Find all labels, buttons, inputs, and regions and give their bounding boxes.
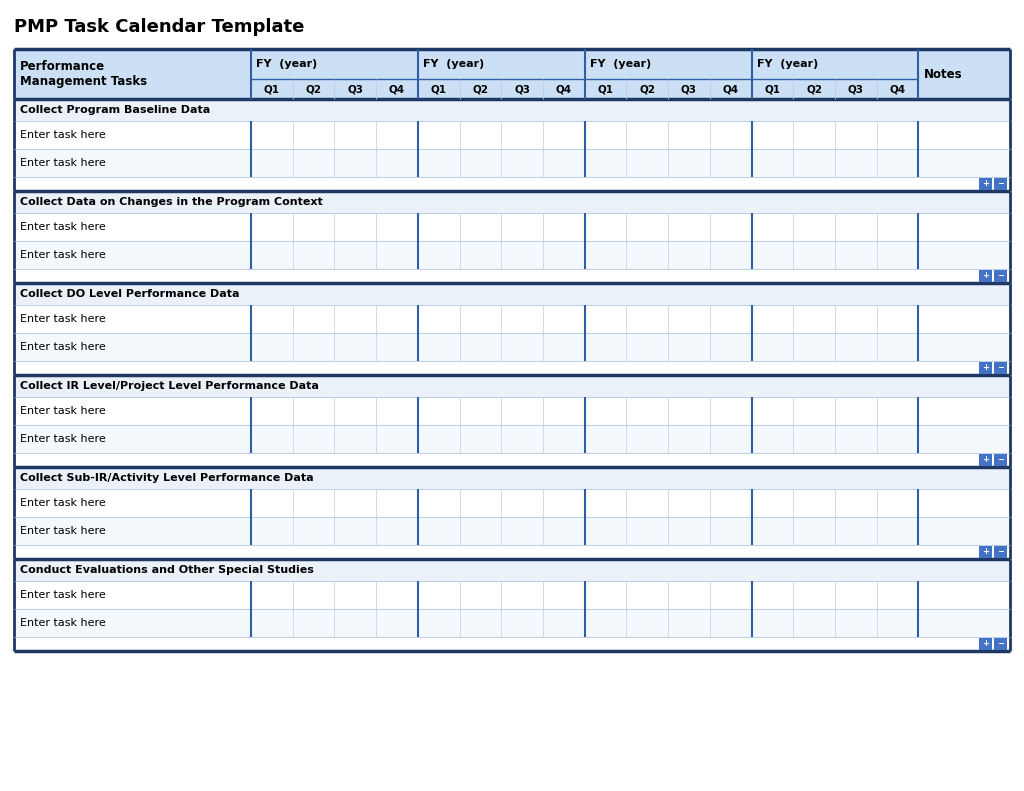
Bar xyxy=(14,375,1010,397)
Text: Q3: Q3 xyxy=(514,84,530,94)
Text: Q1: Q1 xyxy=(264,84,280,94)
Bar xyxy=(979,270,992,282)
Text: Enter task here: Enter task here xyxy=(20,618,105,628)
Bar xyxy=(994,454,1007,466)
Bar xyxy=(979,638,992,650)
Text: Q2: Q2 xyxy=(639,84,655,94)
Bar xyxy=(14,545,1010,559)
Bar xyxy=(994,270,1007,282)
Text: Q4: Q4 xyxy=(389,84,406,94)
Text: Collect Sub-IR/Activity Level Performance Data: Collect Sub-IR/Activity Level Performanc… xyxy=(20,473,313,483)
Text: Q2: Q2 xyxy=(806,84,822,94)
Bar xyxy=(14,177,1010,191)
Text: Q3: Q3 xyxy=(347,84,364,94)
Bar xyxy=(14,467,1010,489)
Bar xyxy=(14,283,1010,305)
Bar xyxy=(14,489,1010,517)
Text: +: + xyxy=(982,180,989,188)
Text: Collect Data on Changes in the Program Context: Collect Data on Changes in the Program C… xyxy=(20,197,323,207)
Text: Q1: Q1 xyxy=(764,84,780,94)
Text: Enter task here: Enter task here xyxy=(20,250,105,260)
Bar xyxy=(979,178,992,190)
Bar xyxy=(14,637,1010,651)
Bar xyxy=(14,581,1010,609)
Text: Enter task here: Enter task here xyxy=(20,526,105,536)
Bar xyxy=(14,269,1010,283)
Text: Q4: Q4 xyxy=(556,84,572,94)
Bar xyxy=(14,149,1010,177)
Text: Q2: Q2 xyxy=(472,84,488,94)
Text: −: − xyxy=(997,547,1004,557)
Text: −: − xyxy=(997,271,1004,281)
Text: Enter task here: Enter task here xyxy=(20,158,105,168)
Bar xyxy=(979,454,992,466)
Text: Q3: Q3 xyxy=(681,84,697,94)
Text: FY  (year): FY (year) xyxy=(590,59,651,69)
Text: Conduct Evaluations and Other Special Studies: Conduct Evaluations and Other Special St… xyxy=(20,565,314,575)
Text: Q1: Q1 xyxy=(598,84,613,94)
Text: Q4: Q4 xyxy=(723,84,738,94)
Text: Enter task here: Enter task here xyxy=(20,222,105,232)
Bar xyxy=(14,453,1010,467)
Bar xyxy=(994,178,1007,190)
Text: Notes: Notes xyxy=(925,67,963,81)
Text: FY  (year): FY (year) xyxy=(757,59,818,69)
Text: −: − xyxy=(997,364,1004,373)
Text: Performance
Management Tasks: Performance Management Tasks xyxy=(20,60,147,88)
Text: Enter task here: Enter task here xyxy=(20,590,105,600)
Text: FY  (year): FY (year) xyxy=(256,59,317,69)
Bar xyxy=(14,517,1010,545)
Bar xyxy=(14,333,1010,361)
Text: +: + xyxy=(982,271,989,281)
Text: +: + xyxy=(982,639,989,649)
Bar xyxy=(14,559,1010,581)
Bar xyxy=(14,305,1010,333)
Bar xyxy=(979,546,992,558)
Text: Q1: Q1 xyxy=(431,84,446,94)
Bar xyxy=(14,397,1010,425)
Text: Q3: Q3 xyxy=(848,84,864,94)
Text: −: − xyxy=(997,180,1004,188)
Text: Enter task here: Enter task here xyxy=(20,498,105,508)
Text: Q4: Q4 xyxy=(890,84,905,94)
Text: FY  (year): FY (year) xyxy=(423,59,484,69)
Text: Enter task here: Enter task here xyxy=(20,434,105,444)
Bar xyxy=(14,241,1010,269)
Text: −: − xyxy=(997,639,1004,649)
Text: Enter task here: Enter task here xyxy=(20,314,105,324)
Bar xyxy=(979,362,992,374)
Text: Collect Program Baseline Data: Collect Program Baseline Data xyxy=(20,105,210,115)
Text: +: + xyxy=(982,456,989,464)
Bar xyxy=(994,546,1007,558)
Text: Enter task here: Enter task here xyxy=(20,406,105,416)
Bar xyxy=(14,121,1010,149)
Text: Collect DO Level Performance Data: Collect DO Level Performance Data xyxy=(20,289,240,299)
Text: +: + xyxy=(982,364,989,373)
Bar xyxy=(14,99,1010,121)
Text: Collect IR Level/Project Level Performance Data: Collect IR Level/Project Level Performan… xyxy=(20,381,318,391)
Text: Enter task here: Enter task here xyxy=(20,130,105,140)
Text: PMP Task Calendar Template: PMP Task Calendar Template xyxy=(14,18,304,36)
Bar xyxy=(14,609,1010,637)
Text: Q2: Q2 xyxy=(305,84,322,94)
Bar xyxy=(994,638,1007,650)
Text: Enter task here: Enter task here xyxy=(20,342,105,352)
Bar xyxy=(14,425,1010,453)
Text: +: + xyxy=(982,547,989,557)
Bar xyxy=(14,49,1010,99)
Bar xyxy=(14,361,1010,375)
Bar xyxy=(994,362,1007,374)
Bar xyxy=(14,213,1010,241)
Text: −: − xyxy=(997,456,1004,464)
Bar xyxy=(14,191,1010,213)
